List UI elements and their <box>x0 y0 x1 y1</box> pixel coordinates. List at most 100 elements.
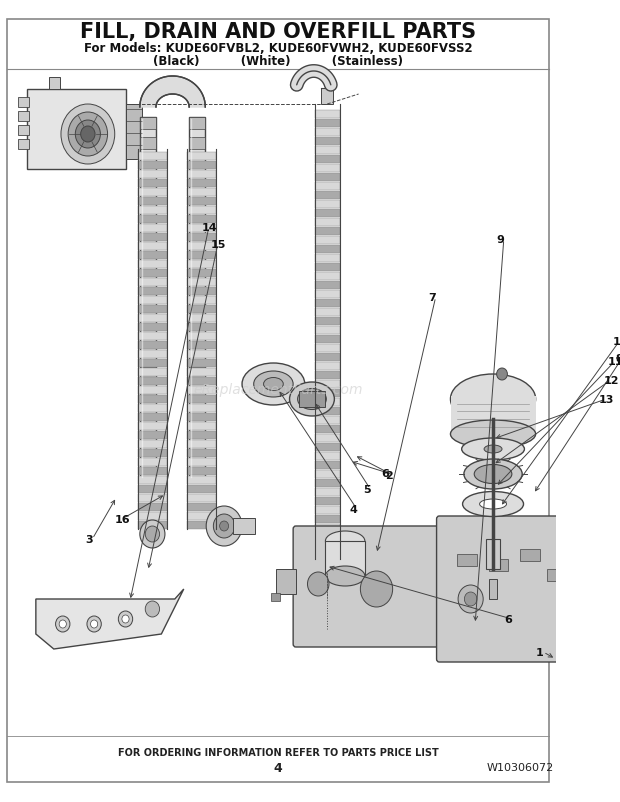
Bar <box>138 359 167 367</box>
Bar <box>315 191 340 200</box>
Bar <box>138 197 167 206</box>
Text: 4: 4 <box>350 504 358 514</box>
Ellipse shape <box>462 439 525 460</box>
Text: 16: 16 <box>115 514 130 525</box>
Bar <box>187 413 216 422</box>
FancyBboxPatch shape <box>436 516 572 662</box>
Bar <box>138 485 167 493</box>
Bar <box>315 326 340 334</box>
Bar <box>315 282 340 290</box>
Bar <box>315 551 340 559</box>
Bar <box>299 391 324 407</box>
Bar <box>138 395 167 403</box>
Bar <box>138 431 167 439</box>
Bar <box>18 126 29 136</box>
Bar <box>138 467 167 476</box>
Bar <box>187 359 216 367</box>
Bar <box>140 138 156 150</box>
Polygon shape <box>36 589 184 649</box>
Bar <box>315 380 340 388</box>
Bar <box>489 559 508 571</box>
Ellipse shape <box>464 460 522 489</box>
Bar <box>138 170 167 179</box>
Bar <box>187 269 216 277</box>
Bar <box>315 272 340 281</box>
Bar <box>315 290 340 298</box>
Bar <box>138 440 167 448</box>
Bar <box>315 371 340 379</box>
Circle shape <box>219 521 229 532</box>
Ellipse shape <box>451 375 536 424</box>
Bar <box>187 467 216 476</box>
Circle shape <box>360 571 392 607</box>
Circle shape <box>213 514 235 538</box>
Bar <box>315 173 340 182</box>
Text: 14: 14 <box>202 223 218 233</box>
Bar <box>138 458 167 467</box>
Bar <box>140 118 156 480</box>
Ellipse shape <box>326 566 365 586</box>
Circle shape <box>81 127 95 143</box>
Text: 5: 5 <box>363 484 371 494</box>
Bar <box>187 476 216 484</box>
Bar <box>315 389 340 398</box>
Bar <box>138 350 167 358</box>
Bar <box>138 520 167 529</box>
Bar <box>315 254 340 263</box>
Bar <box>138 287 167 296</box>
Circle shape <box>140 520 165 549</box>
Bar <box>189 118 205 130</box>
Text: 3: 3 <box>85 534 93 545</box>
Bar <box>315 461 340 469</box>
Bar <box>138 332 167 341</box>
Bar <box>187 152 216 160</box>
Bar <box>315 533 340 541</box>
Bar <box>315 416 340 424</box>
Bar <box>187 449 216 457</box>
Bar <box>189 387 205 399</box>
Circle shape <box>75 121 100 149</box>
Bar <box>326 541 365 577</box>
Text: For Models: KUDE60FVBL2, KUDE60FVWH2, KUDE60FVSS2: For Models: KUDE60FVBL2, KUDE60FVWH2, KU… <box>84 42 472 55</box>
Circle shape <box>87 616 101 632</box>
Bar <box>315 335 340 343</box>
Bar <box>138 323 167 331</box>
Bar <box>315 542 340 550</box>
Bar <box>138 413 167 422</box>
Bar <box>138 161 167 170</box>
Ellipse shape <box>484 445 502 453</box>
Bar <box>187 197 216 206</box>
Bar <box>138 296 167 305</box>
Bar <box>315 407 340 415</box>
Bar <box>187 341 216 350</box>
Bar <box>187 161 216 170</box>
Bar <box>315 164 340 172</box>
Bar <box>315 425 340 433</box>
Bar <box>315 111 340 119</box>
Bar <box>138 314 167 322</box>
Bar <box>189 118 205 480</box>
Text: eReplacementParts.com: eReplacementParts.com <box>193 383 363 396</box>
Bar <box>315 299 340 308</box>
Bar <box>138 233 167 241</box>
Text: 8: 8 <box>615 354 620 363</box>
Bar <box>315 182 340 191</box>
Bar <box>187 287 216 296</box>
Bar <box>321 89 334 105</box>
FancyBboxPatch shape <box>293 526 446 647</box>
Circle shape <box>458 585 483 614</box>
Bar <box>189 367 205 379</box>
Bar <box>138 377 167 386</box>
Bar <box>187 188 216 196</box>
Bar <box>187 251 216 260</box>
Bar <box>187 314 216 322</box>
Bar <box>547 569 567 581</box>
Bar <box>315 452 340 460</box>
Text: 10: 10 <box>613 337 620 346</box>
Circle shape <box>464 592 477 606</box>
Bar <box>315 362 340 371</box>
Bar <box>138 225 167 233</box>
Text: 13: 13 <box>599 395 614 404</box>
Ellipse shape <box>264 378 283 391</box>
Bar <box>233 518 255 534</box>
